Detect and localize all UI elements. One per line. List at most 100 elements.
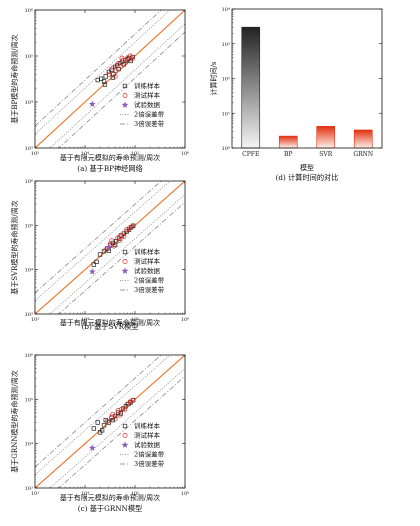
training-sample-point (101, 79, 107, 84)
training-sample-point (102, 82, 108, 87)
band-2x-lower-line (49, 368, 185, 488)
x-tick-label: CPFE (242, 151, 259, 158)
test-sample-point (121, 234, 127, 239)
y-tick-label: 10⁶ (25, 8, 33, 14)
test-sample-point (112, 73, 118, 79)
bar-bp (278, 135, 298, 149)
legend-entry: 3倍误差带 (134, 119, 165, 128)
test-sample-point (129, 56, 135, 62)
test-sample-point (109, 238, 115, 244)
x-tick-label: 10⁴ (81, 491, 89, 497)
training-sample-point (131, 223, 136, 228)
bar-cpfe (241, 26, 261, 149)
panel-caption: (c) 基于GRNN模型 (78, 504, 142, 513)
test-sample-point (109, 414, 115, 420)
training-sample-point (97, 430, 103, 435)
reference-lines (35, 355, 185, 488)
training-sample-point (94, 259, 99, 265)
legend-entry: 2倍误差带 (134, 276, 165, 285)
reference-lines (35, 10, 185, 148)
y-axis-label: 计算时间/s (209, 61, 218, 95)
experimental-data-point (88, 444, 96, 451)
test-sample-point (113, 68, 119, 74)
training-sample-point (122, 249, 128, 255)
test-sample-point (124, 401, 130, 407)
training-sample-point (91, 426, 96, 431)
y-tick-label: 10⁴ (25, 268, 33, 274)
y-tick-label: 10⁴ (25, 100, 33, 106)
test-sample-point (104, 418, 110, 424)
x-tick-label: 10³ (31, 317, 39, 323)
y-tick-label: 10⁶ (25, 179, 33, 185)
training-sample-point (103, 74, 108, 79)
test-sample-point (107, 241, 113, 247)
legend-entry: 训练样本 (134, 247, 161, 256)
test-sample-point (103, 247, 109, 253)
plot-frame (34, 354, 186, 489)
x-tick-label: 10⁴ (81, 151, 89, 157)
training-sample-point (122, 423, 128, 429)
test-sample-point (117, 412, 123, 418)
y-axis-label: 基于SVR模型的寿命预测/周次 (10, 200, 19, 294)
legend-entry: 试验数据 (134, 266, 161, 275)
y-tick-label: 10³ (25, 486, 33, 492)
y-tick-label: 10³ (25, 146, 33, 152)
legend-entry: 训练样本 (134, 81, 161, 90)
training-sample-point (112, 242, 118, 248)
test-sample-point (130, 398, 136, 403)
test-sample-point (122, 93, 128, 98)
x-tick-label: 10⁵ (131, 317, 139, 323)
test-sample-point (110, 411, 116, 417)
plot-frame (34, 9, 186, 149)
legend-entry: 2倍误差带 (134, 110, 165, 119)
legend-entry: 训练样本 (134, 421, 161, 430)
band-3x-upper-line (35, 181, 162, 294)
test-sample-point (106, 71, 112, 77)
x-tick-label: GRNN (353, 151, 373, 158)
x-tick-label: 10³ (31, 491, 39, 497)
legend-entry: 测试样本 (134, 91, 161, 100)
band-2x-lower-line (49, 194, 185, 314)
series-circle (106, 53, 135, 79)
x-tick-label: 10⁵ (131, 491, 139, 497)
y-tick-label: 10⁰ (222, 146, 230, 152)
y-tick-label: 10⁵ (25, 397, 33, 403)
series-circle (104, 398, 136, 424)
experimental-data-point (88, 100, 96, 108)
training-sample-point (101, 423, 107, 428)
y-tick-label: 10² (222, 77, 230, 83)
band-3x-lower-line (58, 375, 185, 488)
band-2x-upper-line (35, 181, 171, 301)
test-sample-point (110, 65, 116, 71)
band-3x-upper-line (35, 10, 162, 127)
experimental-data-point (88, 268, 96, 275)
training-sample-point (106, 420, 112, 425)
test-sample-point (129, 223, 135, 229)
x-tick-label: 10⁶ (181, 317, 189, 323)
test-sample-point (117, 237, 123, 243)
legend-entry: 测试样本 (134, 257, 161, 266)
experimental-data-point (121, 267, 129, 274)
plot-frame (34, 180, 186, 315)
test-sample-point (118, 232, 124, 238)
series-star (88, 243, 113, 275)
y-tick-label: 10⁵ (25, 54, 33, 60)
test-sample-point (119, 55, 125, 61)
panel-caption: (a) 基于BP神经网络 (77, 164, 142, 173)
bar-grnn (353, 129, 373, 149)
y-tick-label: 10¹ (222, 111, 230, 117)
training-sample-point (98, 76, 104, 81)
test-sample-point (122, 433, 128, 438)
legend-entry: 试验数据 (134, 100, 161, 109)
training-sample-point (122, 83, 128, 89)
panel-caption: (d) 计算时间的对比 (276, 173, 339, 182)
bar-svr (316, 126, 336, 149)
legend-entry: 试验数据 (134, 440, 161, 449)
x-tick-label: BP (284, 151, 292, 158)
